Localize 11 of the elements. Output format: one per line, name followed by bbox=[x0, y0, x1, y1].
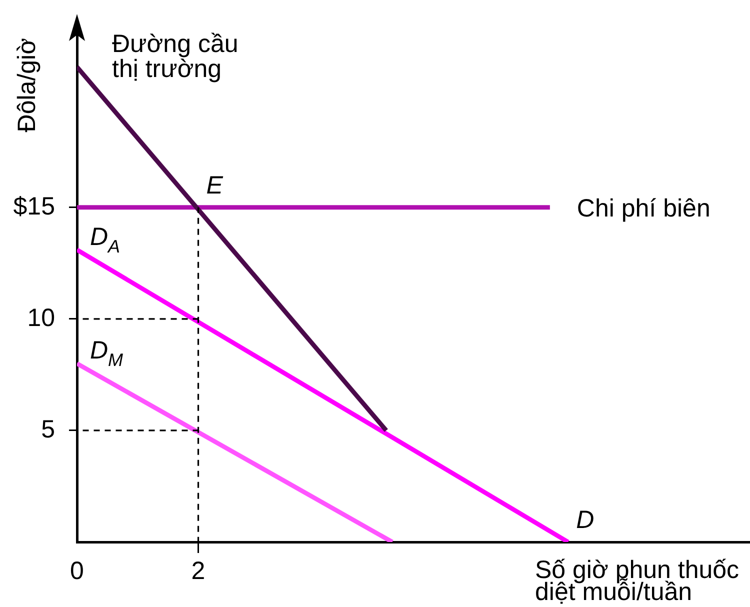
y-tick-label: $15 bbox=[13, 192, 55, 220]
y-tick-label: 10 bbox=[27, 304, 55, 332]
series-label: Đường cầu thị trường bbox=[112, 30, 238, 83]
annotation: E bbox=[206, 171, 224, 200]
x-tick-label: 0 bbox=[70, 556, 84, 585]
annotation: D bbox=[576, 506, 594, 534]
series-label: Chi phí biên bbox=[576, 194, 710, 222]
y-tick-label: 5 bbox=[41, 415, 55, 444]
x-tick-label: 2 bbox=[191, 556, 206, 585]
y-axis-title: Đôla/giờ bbox=[13, 38, 41, 132]
x-axis-title: Số giờ phun thuốc diệt muỗi/tuần bbox=[535, 556, 740, 606]
